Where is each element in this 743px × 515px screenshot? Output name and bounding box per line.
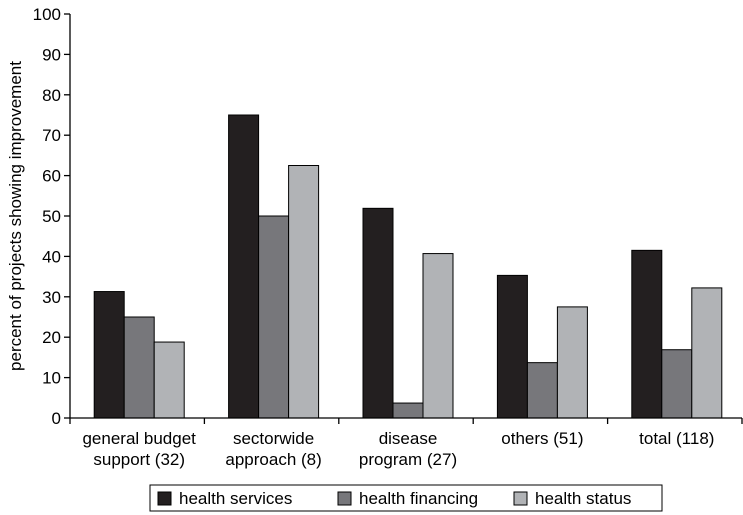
bar-health-status [422, 253, 454, 419]
y-axis-label: percent of projects showing improvement [6, 61, 25, 371]
x-category-label-line: approach (8) [225, 450, 321, 469]
x-category-label: total (118) [639, 429, 714, 448]
bar-health-services [228, 114, 260, 419]
x-category-label-line: program (27) [359, 450, 457, 469]
x-category-label-line: sectorwide [233, 429, 314, 448]
bar-health-status [691, 287, 723, 419]
y-tick-label: 50 [42, 207, 61, 226]
bar-health-financing [258, 215, 290, 419]
x-category-label-line: total (118) [639, 429, 714, 448]
legend-swatch [337, 491, 352, 506]
bar-health-status [153, 341, 185, 419]
y-axis: 0 10 20 30 40 50 60 70 80 90 100 [33, 5, 71, 428]
bar-health-financing [526, 362, 558, 419]
x-category-label-line: others (51) [501, 429, 583, 448]
legend: health services health financing health st… [149, 484, 663, 512]
bar-health-services [93, 291, 125, 419]
y-tick-label: 0 [52, 409, 61, 428]
x-category-label: others (51) [501, 429, 583, 448]
y-tick-label: 10 [42, 369, 61, 388]
legend-swatch [513, 491, 528, 506]
bar-health-status [556, 306, 588, 419]
y-tick-label: 30 [42, 288, 61, 307]
bar-health-services [362, 207, 394, 419]
y-tick-label: 60 [42, 167, 61, 186]
x-axis: general budget support (32) sectorwide appr… [69, 417, 743, 469]
bar-health-services [631, 249, 663, 419]
bar-health-status [288, 165, 320, 419]
legend-box [149, 484, 663, 512]
y-tick-label: 20 [42, 328, 61, 347]
y-tick-label: 90 [42, 45, 61, 64]
bars [93, 114, 723, 419]
bar-health-financing [392, 402, 424, 419]
x-category-label: sectorwide approach (8) [225, 429, 321, 469]
y-tick-label: 100 [33, 5, 61, 24]
legend-label: health services [179, 489, 292, 508]
legend-label: health status [535, 489, 631, 508]
bar-health-financing [661, 349, 693, 419]
legend-swatch [157, 491, 172, 506]
bar-health-services [496, 274, 528, 419]
y-tick-label: 80 [42, 86, 61, 105]
x-category-label: disease program (27) [359, 429, 457, 469]
x-category-label-line: support (32) [93, 450, 185, 469]
x-category-label: general budget support (32) [82, 429, 196, 469]
x-category-label-line: disease [379, 429, 438, 448]
y-tick-label: 70 [42, 126, 61, 145]
x-category-label-line: general budget [82, 429, 196, 448]
y-tick-label: 40 [42, 247, 61, 266]
legend-label: health financing [359, 489, 478, 508]
bar-health-financing [123, 316, 155, 419]
